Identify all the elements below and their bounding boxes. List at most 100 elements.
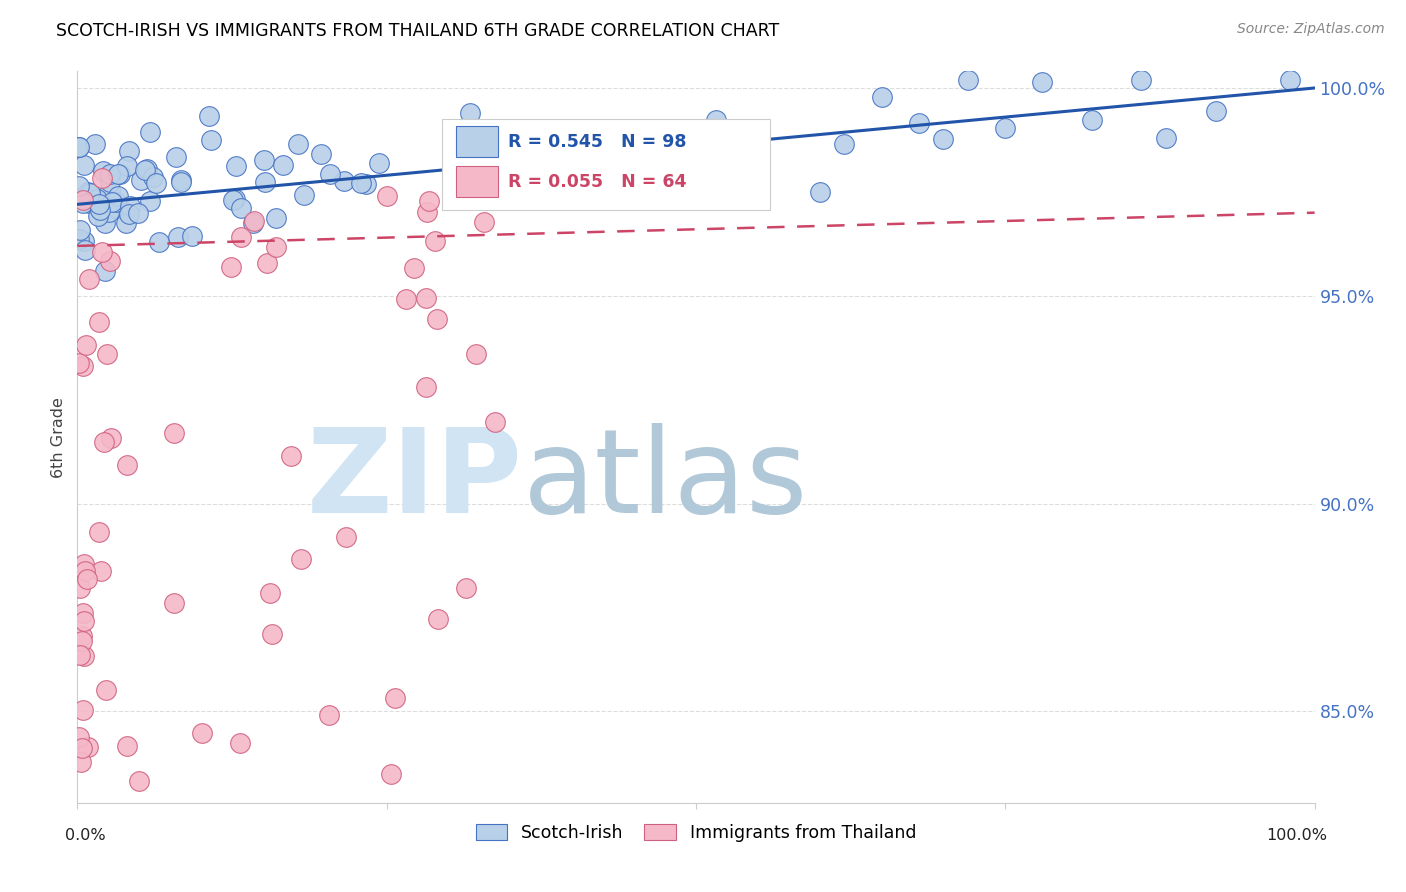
Point (98, 253, 121, 268)
Point (134, 163, 156, 178)
Point (260, 627, 283, 641)
Point (472, 215, 495, 229)
Point (107, 189, 129, 203)
Point (727, 182, 749, 196)
Point (253, 153, 276, 167)
Point (87, 196, 110, 211)
Point (115, 739, 138, 753)
Point (169, 173, 191, 187)
Point (163, 596, 186, 610)
Point (90, 245, 112, 260)
Point (335, 530, 357, 544)
Point (404, 261, 426, 276)
Point (190, 726, 212, 740)
Point (72, 158, 94, 172)
Point (139, 125, 162, 139)
Point (415, 292, 437, 306)
Point (229, 230, 252, 244)
Point (834, 137, 856, 152)
Point (108, 201, 131, 215)
Point (229, 736, 252, 750)
Point (94, 264, 117, 278)
Point (454, 581, 477, 595)
Point (72, 359, 94, 373)
Point (427, 612, 450, 626)
Point (89, 314, 111, 328)
Legend: Scotch-Irish, Immigrants from Thailand: Scotch-Irish, Immigrants from Thailand (470, 817, 922, 849)
Point (87, 209, 110, 223)
Point (264, 211, 287, 225)
FancyBboxPatch shape (443, 119, 770, 211)
Point (423, 235, 446, 249)
Point (67, 730, 90, 744)
Point (907, 116, 929, 130)
Text: R = 0.055   N = 64: R = 0.055 N = 64 (508, 173, 686, 191)
Point (460, 106, 482, 120)
Text: 100.0%: 100.0% (1265, 829, 1327, 844)
Point (512, 187, 534, 202)
Point (560, 172, 582, 186)
Point (562, 159, 585, 173)
Point (231, 201, 253, 215)
Point (96, 346, 118, 360)
Point (118, 145, 141, 159)
Point (163, 426, 186, 441)
Point (129, 172, 152, 186)
Point (1278, 72, 1301, 87)
Point (706, 112, 728, 127)
Point (200, 133, 222, 147)
Point (198, 109, 221, 123)
Point (94, 682, 117, 697)
Point (72, 607, 94, 621)
Text: R = 0.545   N = 98: R = 0.545 N = 98 (508, 133, 686, 151)
Text: SCOTCH-IRISH VS IMMIGRANTS FROM THAILAND 6TH GRADE CORRELATION CHART: SCOTCH-IRISH VS IMMIGRANTS FROM THAILAND… (56, 22, 779, 40)
Point (292, 187, 315, 202)
Point (67, 356, 90, 370)
Point (72, 194, 94, 208)
FancyBboxPatch shape (456, 126, 498, 157)
Point (170, 176, 193, 190)
Point (69, 223, 91, 237)
Point (426, 312, 449, 326)
Point (69, 192, 91, 206)
Point (75, 564, 97, 578)
Point (484, 415, 506, 429)
Point (84, 137, 107, 152)
Point (380, 767, 402, 781)
Point (138, 194, 160, 208)
Point (72, 703, 94, 717)
Point (243, 213, 266, 227)
Point (90, 564, 112, 578)
Point (180, 229, 202, 244)
Point (641, 151, 664, 165)
Point (90, 171, 112, 186)
Point (69, 582, 91, 596)
Point (467, 173, 489, 187)
Point (506, 163, 529, 178)
Point (94, 216, 117, 230)
Point (957, 72, 980, 87)
Point (287, 136, 309, 151)
Point (118, 207, 141, 221)
Point (1205, 104, 1227, 119)
FancyBboxPatch shape (456, 167, 498, 197)
Point (416, 205, 439, 219)
Point (1031, 75, 1053, 89)
Point (73, 558, 96, 572)
Point (136, 162, 159, 177)
Text: Source: ZipAtlas.com: Source: ZipAtlas.com (1237, 22, 1385, 37)
Point (354, 177, 377, 191)
Point (77, 739, 100, 754)
Point (101, 194, 124, 209)
Point (167, 230, 190, 244)
Point (115, 458, 138, 472)
Point (165, 150, 187, 164)
Point (98, 205, 121, 219)
Point (100, 167, 122, 181)
Point (77, 272, 100, 286)
Point (89, 202, 111, 217)
Point (93, 435, 115, 450)
Point (115, 159, 138, 173)
Text: ZIP: ZIP (307, 424, 523, 539)
Point (100, 431, 122, 445)
